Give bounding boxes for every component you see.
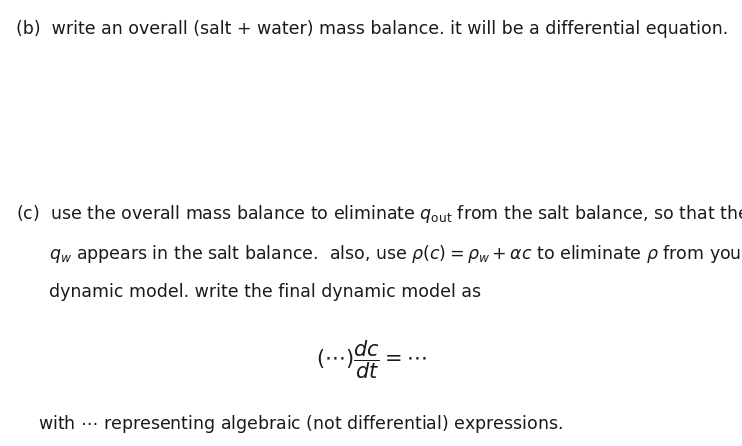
Text: dynamic model. write the final dynamic model as: dynamic model. write the final dynamic m… [16,283,482,301]
Text: (b)  write an overall (salt + water) mass balance. it will be a differential equ: (b) write an overall (salt + water) mass… [16,20,729,38]
Text: with $\cdots$ representing algebraic (not differential) expressions.: with $\cdots$ representing algebraic (no… [16,413,563,434]
Text: $(\cdots)\dfrac{dc}{dt} = \cdots$: $(\cdots)\dfrac{dc}{dt} = \cdots$ [315,339,427,381]
Text: (c)  use the overall mass balance to eliminate $q_\mathrm{out}$ from the salt ba: (c) use the overall mass balance to elim… [16,203,742,225]
Text: $q_w$ appears in the salt balance.  also, use $\rho(c) = \rho_w + \alpha c$ to e: $q_w$ appears in the salt balance. also,… [16,243,742,265]
